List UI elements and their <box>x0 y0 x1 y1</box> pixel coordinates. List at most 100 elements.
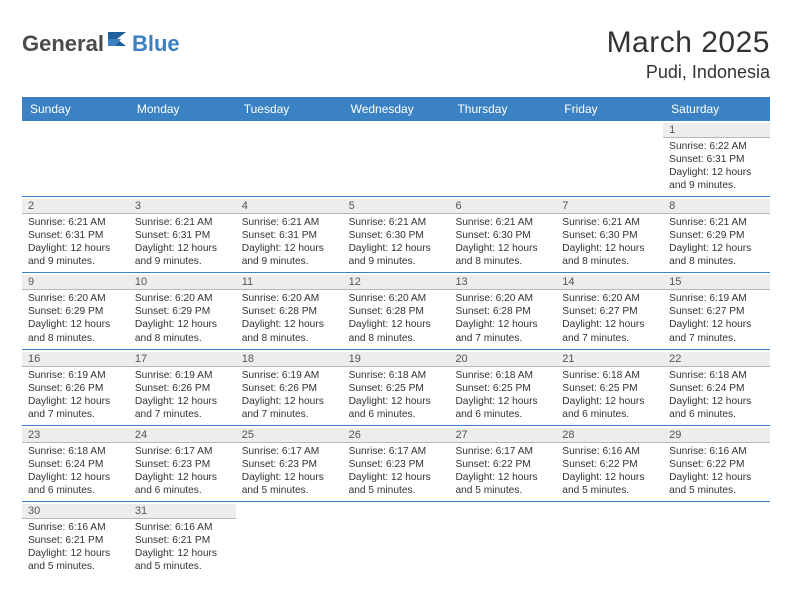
daylight-text: Daylight: 12 hours and 7 minutes. <box>562 318 657 344</box>
logo-text-general: General <box>22 31 104 57</box>
sunrise-text: Sunrise: 6:19 AM <box>28 369 123 382</box>
daylight-text: Daylight: 12 hours and 8 minutes. <box>562 242 657 268</box>
daylight-text: Daylight: 12 hours and 5 minutes. <box>28 547 123 573</box>
day-number: 30 <box>28 505 123 517</box>
calendar-cell: 1Sunrise: 6:22 AMSunset: 6:31 PMDaylight… <box>663 121 770 196</box>
calendar-cell: 25Sunrise: 6:17 AMSunset: 6:23 PMDayligh… <box>236 426 343 501</box>
calendar-cell: 6Sunrise: 6:21 AMSunset: 6:30 PMDaylight… <box>449 197 556 272</box>
daylight-text: Daylight: 12 hours and 5 minutes. <box>242 471 337 497</box>
daylight-text: Daylight: 12 hours and 6 minutes. <box>349 395 444 421</box>
week-row: 16Sunrise: 6:19 AMSunset: 6:26 PMDayligh… <box>22 350 770 426</box>
month-title: March 2025 <box>607 26 770 60</box>
sunset-text: Sunset: 6:26 PM <box>242 382 337 395</box>
daylight-text: Daylight: 12 hours and 6 minutes. <box>28 471 123 497</box>
sunrise-text: Sunrise: 6:16 AM <box>28 521 123 534</box>
day-number: 19 <box>349 353 444 365</box>
calendar-cell <box>129 121 236 196</box>
day-number: 26 <box>349 429 444 441</box>
title-block: March 2025 Pudi, Indonesia <box>607 26 770 83</box>
day-number: 10 <box>135 276 230 288</box>
calendar-cell: 14Sunrise: 6:20 AMSunset: 6:27 PMDayligh… <box>556 273 663 348</box>
calendar-cell: 5 Sunrise: 6:21 AMSunset: 6:30 PMDaylight… <box>343 197 450 272</box>
week-row: 1Sunrise: 6:22 AMSunset: 6:31 PMDaylight… <box>22 121 770 197</box>
dow-label: Saturday <box>663 97 770 121</box>
dow-row: SundayMondayTuesdayWednesdayThursdayFrid… <box>22 97 770 121</box>
sunrise-text: Sunrise: 6:18 AM <box>669 369 764 382</box>
daynum-strip: 7 <box>556 199 663 214</box>
day-info: Sunrise: 6:17 AMSunset: 6:23 PMDaylight:… <box>135 445 230 497</box>
sunset-text: Sunset: 6:28 PM <box>455 305 550 318</box>
sunrise-text: Sunrise: 6:20 AM <box>349 292 444 305</box>
day-info: Sunrise: 6:19 AMSunset: 6:26 PMDaylight:… <box>135 369 230 421</box>
location: Pudi, Indonesia <box>607 62 770 83</box>
sunset-text: Sunset: 6:26 PM <box>135 382 230 395</box>
daylight-text: Daylight: 12 hours and 9 minutes. <box>349 242 444 268</box>
sunset-text: Sunset: 6:30 PM <box>349 229 444 242</box>
calendar-cell <box>556 502 663 577</box>
calendar-cell: 26Sunrise: 6:17 AMSunset: 6:23 PMDayligh… <box>343 426 450 501</box>
sunset-text: Sunset: 6:28 PM <box>242 305 337 318</box>
daynum-strip: 25 <box>236 428 343 443</box>
flag-icon <box>108 30 132 53</box>
day-info: Sunrise: 6:21 AMSunset: 6:31 PMDaylight:… <box>242 216 337 268</box>
day-info: Sunrise: 6:19 AMSunset: 6:26 PMDaylight:… <box>28 369 123 421</box>
day-info: Sunrise: 6:22 AMSunset: 6:31 PMDaylight:… <box>669 140 764 192</box>
sunrise-text: Sunrise: 6:21 AM <box>242 216 337 229</box>
daylight-text: Daylight: 12 hours and 8 minutes. <box>135 318 230 344</box>
sunset-text: Sunset: 6:24 PM <box>28 458 123 471</box>
day-info: Sunrise: 6:18 AMSunset: 6:24 PMDaylight:… <box>669 369 764 421</box>
calendar-cell: 21Sunrise: 6:18 AMSunset: 6:25 PMDayligh… <box>556 350 663 425</box>
day-number: 12 <box>349 276 444 288</box>
logo-text-blue: Blue <box>132 31 180 57</box>
sunset-text: Sunset: 6:29 PM <box>28 305 123 318</box>
day-number: 21 <box>562 353 657 365</box>
sunset-text: Sunset: 6:31 PM <box>135 229 230 242</box>
sunrise-text: Sunrise: 6:21 AM <box>349 216 444 229</box>
calendar-cell: 28Sunrise: 6:16 AMSunset: 6:22 PMDayligh… <box>556 426 663 501</box>
dow-label: Friday <box>556 97 663 121</box>
calendar-cell: 10Sunrise: 6:20 AMSunset: 6:29 PMDayligh… <box>129 273 236 348</box>
day-info: Sunrise: 6:20 AMSunset: 6:29 PMDaylight:… <box>28 292 123 344</box>
daynum-strip: 14 <box>556 275 663 290</box>
calendar-cell: 17Sunrise: 6:19 AMSunset: 6:26 PMDayligh… <box>129 350 236 425</box>
sunset-text: Sunset: 6:28 PM <box>349 305 444 318</box>
daylight-text: Daylight: 12 hours and 7 minutes. <box>242 395 337 421</box>
day-info: Sunrise: 6:19 AMSunset: 6:27 PMDaylight:… <box>669 292 764 344</box>
daylight-text: Daylight: 12 hours and 5 minutes. <box>562 471 657 497</box>
sunrise-text: Sunrise: 6:21 AM <box>562 216 657 229</box>
sunrise-text: Sunrise: 6:20 AM <box>455 292 550 305</box>
week-row: 30 Sunrise: 6:16 AMSunset: 6:21 PMDayligh… <box>22 502 770 577</box>
daynum-strip: 3 <box>129 199 236 214</box>
day-info: Sunrise: 6:16 AMSunset: 6:21 PMDaylight:… <box>135 521 230 573</box>
daylight-text: Daylight: 12 hours and 9 minutes. <box>28 242 123 268</box>
sunrise-text: Sunrise: 6:21 AM <box>669 216 764 229</box>
daynum-strip: 9 <box>22 275 129 290</box>
page: General Blue March 2025 Pudi, Indonesia … <box>0 0 792 587</box>
daylight-text: Daylight: 12 hours and 6 minutes. <box>669 395 764 421</box>
sunrise-text: Sunrise: 6:16 AM <box>562 445 657 458</box>
daynum-strip: 20 <box>449 352 556 367</box>
sunset-text: Sunset: 6:25 PM <box>455 382 550 395</box>
daylight-text: Daylight: 12 hours and 7 minutes. <box>455 318 550 344</box>
day-number: 28 <box>562 429 657 441</box>
daylight-text: Daylight: 12 hours and 7 minutes. <box>28 395 123 421</box>
calendar-cell: 15 Sunrise: 6:19 AMSunset: 6:27 PMDayligh… <box>663 273 770 348</box>
day-info: Sunrise: 6:21 AMSunset: 6:29 PMDaylight:… <box>669 216 764 268</box>
sunset-text: Sunset: 6:21 PM <box>28 534 123 547</box>
daylight-text: Daylight: 12 hours and 8 minutes. <box>669 242 764 268</box>
day-info: Sunrise: 6:17 AMSunset: 6:22 PMDaylight:… <box>455 445 550 497</box>
logo: General Blue <box>22 30 180 57</box>
sunset-text: Sunset: 6:31 PM <box>669 153 764 166</box>
sunset-text: Sunset: 6:23 PM <box>242 458 337 471</box>
daylight-text: Daylight: 12 hours and 5 minutes. <box>669 471 764 497</box>
daynum-strip: 8 <box>663 199 770 214</box>
calendar-cell <box>236 121 343 196</box>
daynum-strip: 22 <box>663 352 770 367</box>
day-number: 23 <box>28 429 123 441</box>
day-number: 18 <box>242 353 337 365</box>
sunset-text: Sunset: 6:27 PM <box>669 305 764 318</box>
calendar-cell: 16Sunrise: 6:19 AMSunset: 6:26 PMDayligh… <box>22 350 129 425</box>
sunset-text: Sunset: 6:29 PM <box>669 229 764 242</box>
daynum-strip: 5 <box>343 199 450 214</box>
daynum-strip: 15 <box>663 275 770 290</box>
